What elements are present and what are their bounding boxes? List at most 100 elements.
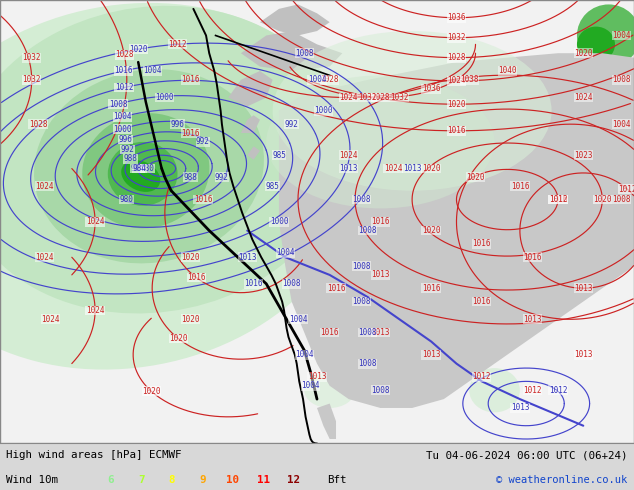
Polygon shape: [241, 115, 260, 133]
Text: High wind areas [hPa] ECMWF: High wind areas [hPa] ECMWF: [6, 450, 182, 460]
Polygon shape: [260, 4, 330, 35]
Text: 1012: 1012: [472, 372, 491, 381]
Text: 1008: 1008: [358, 226, 377, 235]
Ellipse shape: [273, 31, 552, 191]
Text: Wind 10m: Wind 10m: [6, 475, 58, 485]
Text: 1038: 1038: [460, 75, 479, 84]
Text: 1016: 1016: [181, 75, 200, 84]
Text: 1020: 1020: [574, 49, 593, 58]
Text: 1028: 1028: [29, 120, 48, 129]
Text: 1016: 1016: [244, 279, 263, 288]
Text: 1016: 1016: [320, 328, 339, 337]
Text: 1000: 1000: [314, 106, 333, 115]
Text: 1008: 1008: [352, 262, 371, 270]
Text: 1004: 1004: [295, 350, 314, 359]
Ellipse shape: [380, 89, 482, 177]
Text: 1016: 1016: [193, 195, 212, 204]
Text: Tu 04-06-2024 06:00 UTC (06+24): Tu 04-06-2024 06:00 UTC (06+24): [426, 450, 628, 460]
Text: 992: 992: [196, 137, 210, 147]
Text: 1016: 1016: [447, 126, 466, 135]
Text: 1020: 1020: [447, 99, 466, 109]
Text: 1020: 1020: [142, 387, 160, 396]
Ellipse shape: [577, 4, 634, 67]
Text: 984: 984: [133, 164, 146, 173]
Text: 1016: 1016: [472, 240, 491, 248]
Text: 1012: 1012: [548, 195, 567, 204]
Ellipse shape: [82, 113, 209, 228]
Polygon shape: [247, 147, 260, 160]
Text: 1004: 1004: [143, 67, 162, 75]
Text: 1016: 1016: [422, 284, 441, 293]
Text: 1020: 1020: [169, 334, 188, 343]
Ellipse shape: [266, 75, 495, 208]
Text: 1028: 1028: [371, 93, 390, 102]
Text: 980: 980: [141, 164, 155, 173]
Text: 1013: 1013: [574, 350, 593, 359]
Text: 1020: 1020: [181, 253, 200, 262]
Polygon shape: [279, 53, 634, 408]
Text: 1012: 1012: [618, 185, 634, 194]
Text: 1028: 1028: [447, 53, 466, 62]
Polygon shape: [228, 71, 273, 106]
Text: 1000: 1000: [155, 93, 174, 102]
Text: 1016: 1016: [510, 182, 529, 191]
Text: © weatheronline.co.uk: © weatheronline.co.uk: [496, 475, 628, 485]
Text: 1024: 1024: [384, 164, 403, 173]
Ellipse shape: [0, 6, 345, 314]
Ellipse shape: [34, 69, 264, 263]
Text: 1013: 1013: [403, 164, 422, 173]
Text: 1008: 1008: [108, 99, 127, 109]
Text: 1000: 1000: [269, 217, 288, 226]
Text: 996: 996: [171, 120, 184, 129]
Text: 992: 992: [285, 120, 299, 129]
Text: 10: 10: [226, 475, 239, 485]
Polygon shape: [317, 404, 336, 439]
Text: 980: 980: [120, 195, 134, 204]
Text: 6: 6: [108, 475, 114, 485]
Text: 984: 984: [131, 164, 145, 173]
Text: 992: 992: [215, 173, 229, 182]
Ellipse shape: [0, 3, 360, 369]
Text: 1004: 1004: [113, 113, 132, 122]
Text: 1032: 1032: [22, 75, 41, 84]
Text: 1008: 1008: [352, 297, 371, 306]
Text: 1020: 1020: [466, 173, 485, 182]
Text: 1016: 1016: [187, 273, 205, 282]
Text: 1020: 1020: [593, 195, 612, 204]
Text: 1012: 1012: [548, 386, 567, 395]
Text: 1020: 1020: [129, 45, 148, 53]
Text: 1004: 1004: [612, 31, 631, 40]
Text: 996: 996: [119, 135, 133, 144]
Text: 1024: 1024: [41, 315, 60, 324]
Text: 1004: 1004: [301, 381, 320, 391]
Text: 1012: 1012: [115, 83, 133, 92]
Text: 1032: 1032: [447, 33, 466, 42]
Text: 1004: 1004: [307, 75, 327, 84]
Text: 1016: 1016: [181, 128, 200, 138]
Ellipse shape: [577, 26, 615, 62]
Text: 988: 988: [124, 154, 138, 163]
Ellipse shape: [108, 142, 178, 206]
Text: 1008: 1008: [295, 49, 314, 58]
Text: 1013: 1013: [339, 164, 358, 173]
Text: 1032: 1032: [390, 93, 409, 102]
Ellipse shape: [121, 160, 160, 192]
Text: 1032: 1032: [22, 53, 41, 62]
Text: 1024: 1024: [86, 217, 105, 226]
Text: 1013: 1013: [307, 372, 327, 381]
Text: 8: 8: [169, 475, 175, 485]
Text: 9: 9: [199, 475, 205, 485]
Text: 1013: 1013: [238, 253, 257, 262]
Ellipse shape: [330, 191, 406, 235]
Text: 1004: 1004: [612, 120, 631, 129]
Ellipse shape: [469, 368, 520, 413]
Text: 1013: 1013: [422, 350, 441, 359]
Text: 1016: 1016: [548, 195, 567, 204]
Text: 1016: 1016: [472, 297, 491, 306]
Text: Bft: Bft: [327, 475, 347, 485]
Text: 1008: 1008: [371, 386, 390, 395]
Text: 1020: 1020: [181, 315, 200, 324]
Text: 988: 988: [183, 173, 197, 182]
Text: 1024: 1024: [339, 151, 358, 160]
Text: 1008: 1008: [612, 75, 631, 84]
